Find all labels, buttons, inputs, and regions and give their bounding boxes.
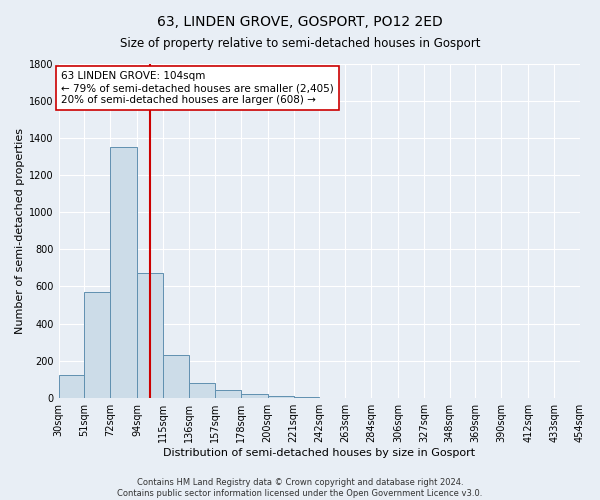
Y-axis label: Number of semi-detached properties: Number of semi-detached properties <box>15 128 25 334</box>
Bar <box>110 148 137 398</box>
Bar <box>241 394 268 398</box>
Text: 63 LINDEN GROVE: 104sqm
← 79% of semi-detached houses are smaller (2,405)
20% of: 63 LINDEN GROVE: 104sqm ← 79% of semi-de… <box>61 72 334 104</box>
Bar <box>163 355 189 398</box>
Text: Contains HM Land Registry data © Crown copyright and database right 2024.
Contai: Contains HM Land Registry data © Crown c… <box>118 478 482 498</box>
Bar <box>59 376 85 398</box>
Bar <box>268 396 293 398</box>
Text: 63, LINDEN GROVE, GOSPORT, PO12 2ED: 63, LINDEN GROVE, GOSPORT, PO12 2ED <box>157 15 443 29</box>
Bar <box>215 390 241 398</box>
Bar <box>85 292 110 398</box>
X-axis label: Distribution of semi-detached houses by size in Gosport: Distribution of semi-detached houses by … <box>163 448 475 458</box>
Bar <box>293 397 319 398</box>
Bar <box>137 274 163 398</box>
Text: Size of property relative to semi-detached houses in Gosport: Size of property relative to semi-detach… <box>120 38 480 51</box>
Bar <box>189 383 215 398</box>
